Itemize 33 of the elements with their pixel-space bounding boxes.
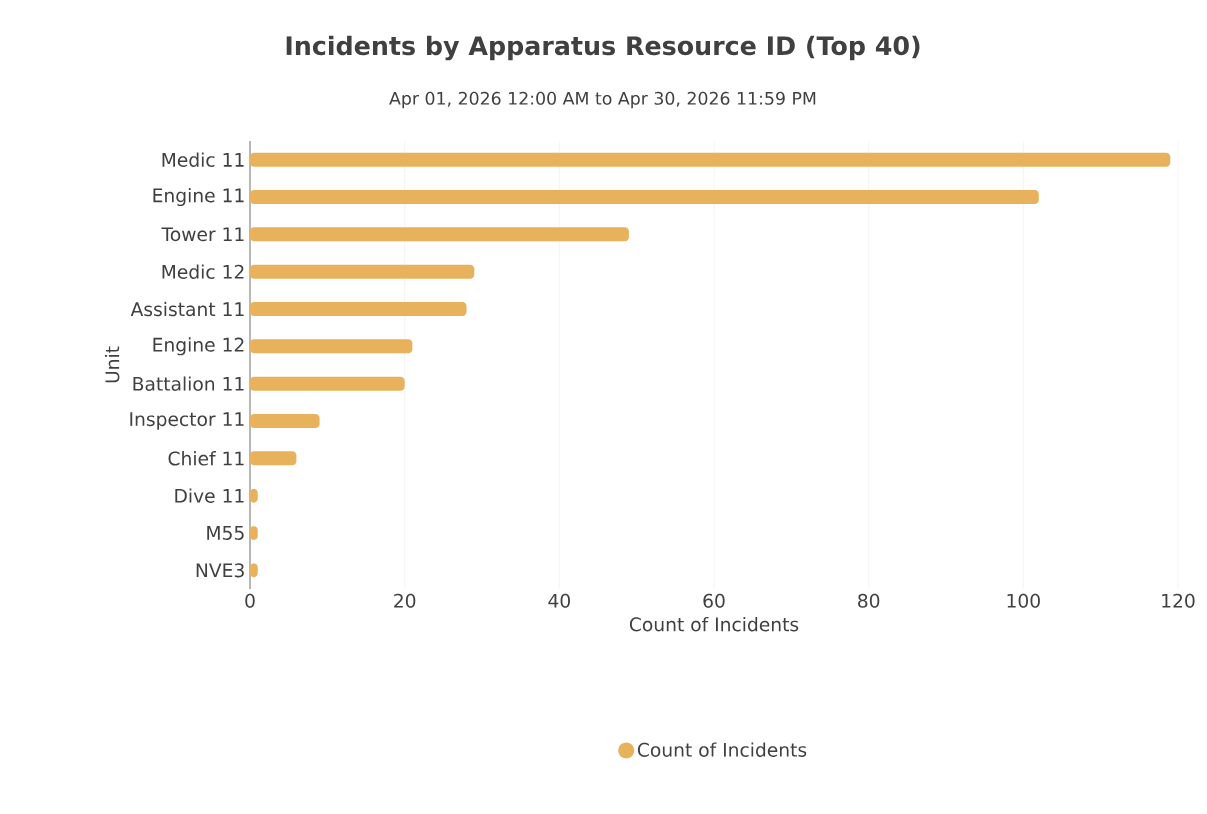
- y-tick-label: NVE3: [196, 563, 244, 578]
- bar: [250, 264, 475, 279]
- y-axis-title: Unit: [104, 346, 120, 383]
- bar: [250, 339, 413, 354]
- y-tick-label: Chief 11: [168, 451, 244, 466]
- bar: [250, 414, 320, 428]
- legend-label: Count of Incidents: [637, 742, 807, 757]
- bar: [250, 190, 1039, 204]
- y-tick-label: Medic 12: [162, 264, 244, 279]
- x-tick-label: 60: [703, 593, 725, 608]
- bar: [250, 302, 467, 316]
- bar: [250, 152, 1171, 167]
- x-tick-label: 100: [1007, 593, 1040, 608]
- bar: [250, 376, 405, 391]
- bar: [250, 451, 297, 466]
- x-axis-title: Count of Incidents: [629, 616, 799, 632]
- y-tick-label: Inspector 11: [130, 412, 244, 430]
- y-tick-label: M55: [207, 526, 244, 540]
- y-tick-label: Engine 11: [153, 187, 244, 207]
- y-tick-label: Engine 12: [153, 337, 244, 356]
- chart-title: Incidents by Apparatus Resource ID (Top 40): [286, 35, 920, 61]
- y-tick-label: Assistant 11: [130, 301, 244, 317]
- chart-subtitle: Apr 01, 2026 12:00 AM to Apr 30, 2026 11:59 PM: [389, 91, 816, 109]
- y-tick-label: Tower 11: [161, 227, 244, 242]
- x-tick-label: 80: [858, 593, 880, 608]
- y-tick-label: Dive 11: [175, 488, 244, 503]
- x-tick-label: 40: [548, 593, 570, 608]
- y-tick-label: Battalion 11: [133, 376, 244, 391]
- bar: [250, 227, 629, 242]
- x-tick-label: 120: [1162, 593, 1195, 608]
- y-tick-label: Medic 11: [162, 152, 244, 167]
- x-tick-label: 20: [394, 593, 416, 608]
- x-tick-label: 0: [245, 593, 255, 608]
